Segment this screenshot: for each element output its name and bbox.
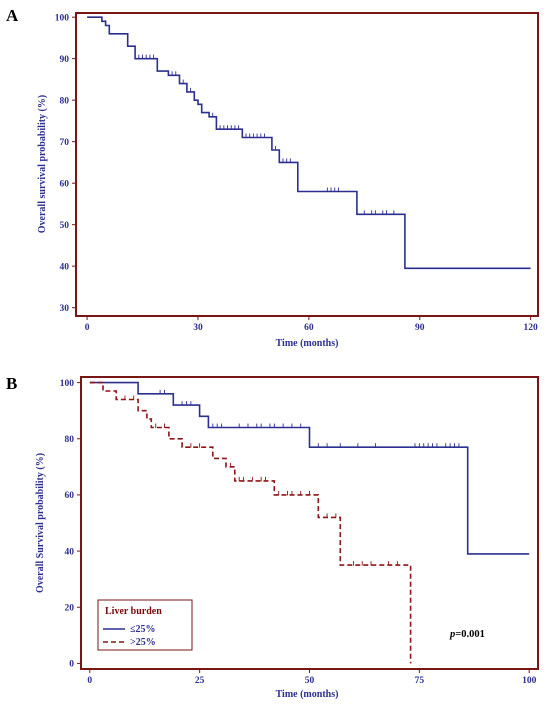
x-tick-label: 0 <box>87 676 92 686</box>
panel-b: B 0 20 40 60 80 100 0 25 50 75 100 Liver burden ≤… <box>6 374 539 700</box>
x-tick-label: 0 <box>85 323 90 333</box>
panel-a-frame <box>75 12 539 317</box>
y-tick-label: 50 <box>60 221 70 231</box>
panel-b-xlabel: Time (months) <box>276 689 339 700</box>
x-tick-label: 50 <box>305 676 315 686</box>
x-tick-label: 60 <box>304 323 314 333</box>
p-value-symbol: p <box>449 629 455 640</box>
y-tick-label: 60 <box>60 179 70 189</box>
y-tick-label: 100 <box>55 13 70 23</box>
x-tick-label: 90 <box>415 323 425 333</box>
legend-label-high: >25% <box>130 637 156 648</box>
y-tick-label: 40 <box>65 547 75 557</box>
y-tick-label: 30 <box>60 304 70 314</box>
p-value-number: =0.001 <box>455 629 485 640</box>
p-value-annotation: p=0.001 <box>449 629 485 640</box>
panel-a-ylabel: Overall survival probability (%) <box>37 95 48 233</box>
y-tick-label: 100 <box>60 379 75 389</box>
panel-b-letter: B <box>6 374 17 393</box>
y-tick-label: 20 <box>65 604 75 614</box>
panel-a-letter: A <box>6 6 19 25</box>
x-tick-label: 100 <box>522 676 537 686</box>
y-tick-label: 80 <box>65 435 75 445</box>
x-tick-label: 25 <box>195 676 205 686</box>
legend-title: Liver burden <box>105 606 162 617</box>
x-tick-label: 75 <box>415 676 425 686</box>
survival-curve-solid <box>87 16 531 270</box>
x-tick-label: 30 <box>193 323 203 333</box>
survival-curve-solid <box>89 381 530 555</box>
panel-b-ylabel: Overall Survival probability (%) <box>35 453 46 593</box>
y-tick-label: 80 <box>60 96 70 106</box>
y-tick-label: 40 <box>60 262 70 272</box>
panel-a-xlabel: Time (months) <box>276 338 339 349</box>
legend-label-low: ≤25% <box>130 624 156 635</box>
y-tick-label: 70 <box>60 138 70 148</box>
y-tick-label: 90 <box>60 55 70 65</box>
y-tick-label: 0 <box>69 660 74 670</box>
survival-curve-dashed <box>89 381 412 664</box>
x-tick-label: 120 <box>523 323 538 333</box>
y-tick-label: 60 <box>65 491 75 501</box>
panel-a: A 30 40 50 60 70 80 90 100 0 30 60 90 120 Time (mon… <box>6 6 539 349</box>
legend: Liver burden ≤25% >25% <box>97 599 193 651</box>
